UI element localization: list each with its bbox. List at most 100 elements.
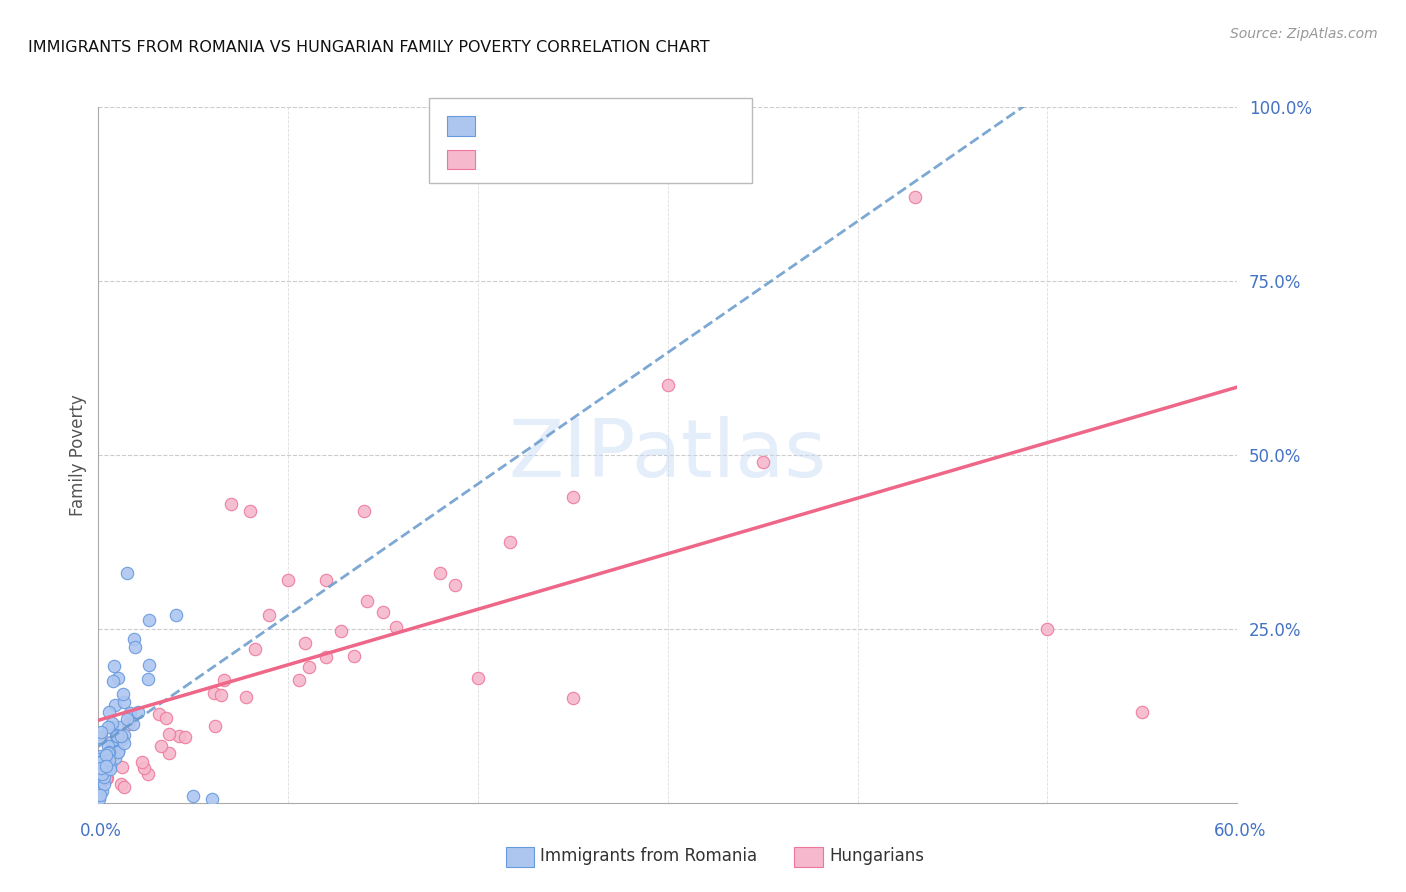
Point xyxy=(97,739,120,753)
Point xyxy=(104,728,127,742)
Point xyxy=(1036,622,1059,636)
Point xyxy=(108,721,131,735)
Point xyxy=(97,706,120,720)
Point xyxy=(104,751,127,765)
Point xyxy=(467,671,489,685)
Point xyxy=(90,755,112,769)
Point xyxy=(89,772,111,787)
Point xyxy=(94,771,117,785)
Point xyxy=(111,760,134,774)
Point xyxy=(127,705,149,719)
Text: R = 0.634   N = 49: R = 0.634 N = 49 xyxy=(482,150,640,168)
Point xyxy=(315,573,337,587)
Point xyxy=(371,605,394,619)
Point xyxy=(212,673,235,687)
Point xyxy=(87,791,110,805)
Point xyxy=(110,777,132,791)
Point xyxy=(904,190,927,204)
Point xyxy=(259,607,281,622)
Point xyxy=(111,731,134,746)
Point xyxy=(330,624,353,639)
Point xyxy=(131,755,153,769)
Point xyxy=(167,729,190,743)
Point xyxy=(384,620,406,634)
Y-axis label: Family Poverty: Family Poverty xyxy=(69,394,87,516)
Point xyxy=(356,593,378,607)
Text: 60.0%: 60.0% xyxy=(1213,822,1267,840)
Point xyxy=(87,752,110,766)
Point xyxy=(201,792,224,806)
Point xyxy=(136,673,159,687)
Point xyxy=(294,636,316,650)
Point xyxy=(117,717,139,731)
Point xyxy=(90,784,112,798)
Point xyxy=(429,566,451,581)
Point xyxy=(239,503,262,517)
Point xyxy=(277,573,299,587)
Point xyxy=(112,695,135,709)
Point xyxy=(115,713,138,727)
Point xyxy=(96,771,118,785)
Text: ZIPatlas: ZIPatlas xyxy=(509,416,827,494)
Point xyxy=(97,746,120,760)
Point xyxy=(202,686,225,700)
Point xyxy=(107,671,129,685)
Point xyxy=(90,725,112,739)
Point xyxy=(91,767,114,781)
Point xyxy=(107,744,129,758)
Point xyxy=(103,739,125,754)
Point xyxy=(96,756,118,771)
Point xyxy=(752,455,775,469)
Point xyxy=(155,711,177,725)
Point xyxy=(562,490,585,504)
Point xyxy=(112,780,135,795)
Point xyxy=(221,497,243,511)
Point xyxy=(107,744,129,758)
Text: R = 0.283   N = 61: R = 0.283 N = 61 xyxy=(482,114,640,132)
Text: Hungarians: Hungarians xyxy=(830,847,925,865)
Point xyxy=(112,736,135,750)
Point xyxy=(112,728,135,742)
Point xyxy=(288,673,311,688)
Point xyxy=(122,632,145,647)
Point xyxy=(1132,706,1154,720)
Point xyxy=(97,753,120,767)
Text: Source: ZipAtlas.com: Source: ZipAtlas.com xyxy=(1230,27,1378,41)
Point xyxy=(132,761,155,775)
Point xyxy=(87,760,110,774)
Point xyxy=(298,660,321,674)
Point xyxy=(211,689,233,703)
Point xyxy=(183,789,205,803)
Point xyxy=(353,503,375,517)
Point xyxy=(101,716,124,731)
Point xyxy=(91,753,114,767)
Point xyxy=(138,613,160,627)
Point xyxy=(97,720,120,734)
Text: IMMIGRANTS FROM ROMANIA VS HUNGARIAN FAMILY POVERTY CORRELATION CHART: IMMIGRANTS FROM ROMANIA VS HUNGARIAN FAM… xyxy=(28,40,710,55)
Point xyxy=(498,534,520,549)
Point xyxy=(105,729,128,743)
Text: 0.0%: 0.0% xyxy=(80,822,122,840)
Point xyxy=(93,770,115,784)
Point xyxy=(315,649,337,664)
Point xyxy=(97,745,120,759)
Point xyxy=(90,748,112,763)
Point xyxy=(157,746,180,760)
Point xyxy=(103,698,125,713)
Point xyxy=(657,378,679,392)
Point xyxy=(103,658,125,673)
Point xyxy=(89,731,111,745)
Text: Immigrants from Romania: Immigrants from Romania xyxy=(540,847,756,865)
Point xyxy=(138,657,160,672)
Point xyxy=(121,717,143,731)
Point xyxy=(149,739,172,753)
Point xyxy=(101,720,124,734)
Point xyxy=(444,577,467,591)
Point xyxy=(100,734,122,748)
Point xyxy=(89,788,111,802)
Point xyxy=(108,730,131,744)
Point xyxy=(93,776,115,790)
Point xyxy=(136,767,159,781)
Point xyxy=(107,745,129,759)
Point xyxy=(159,727,181,741)
